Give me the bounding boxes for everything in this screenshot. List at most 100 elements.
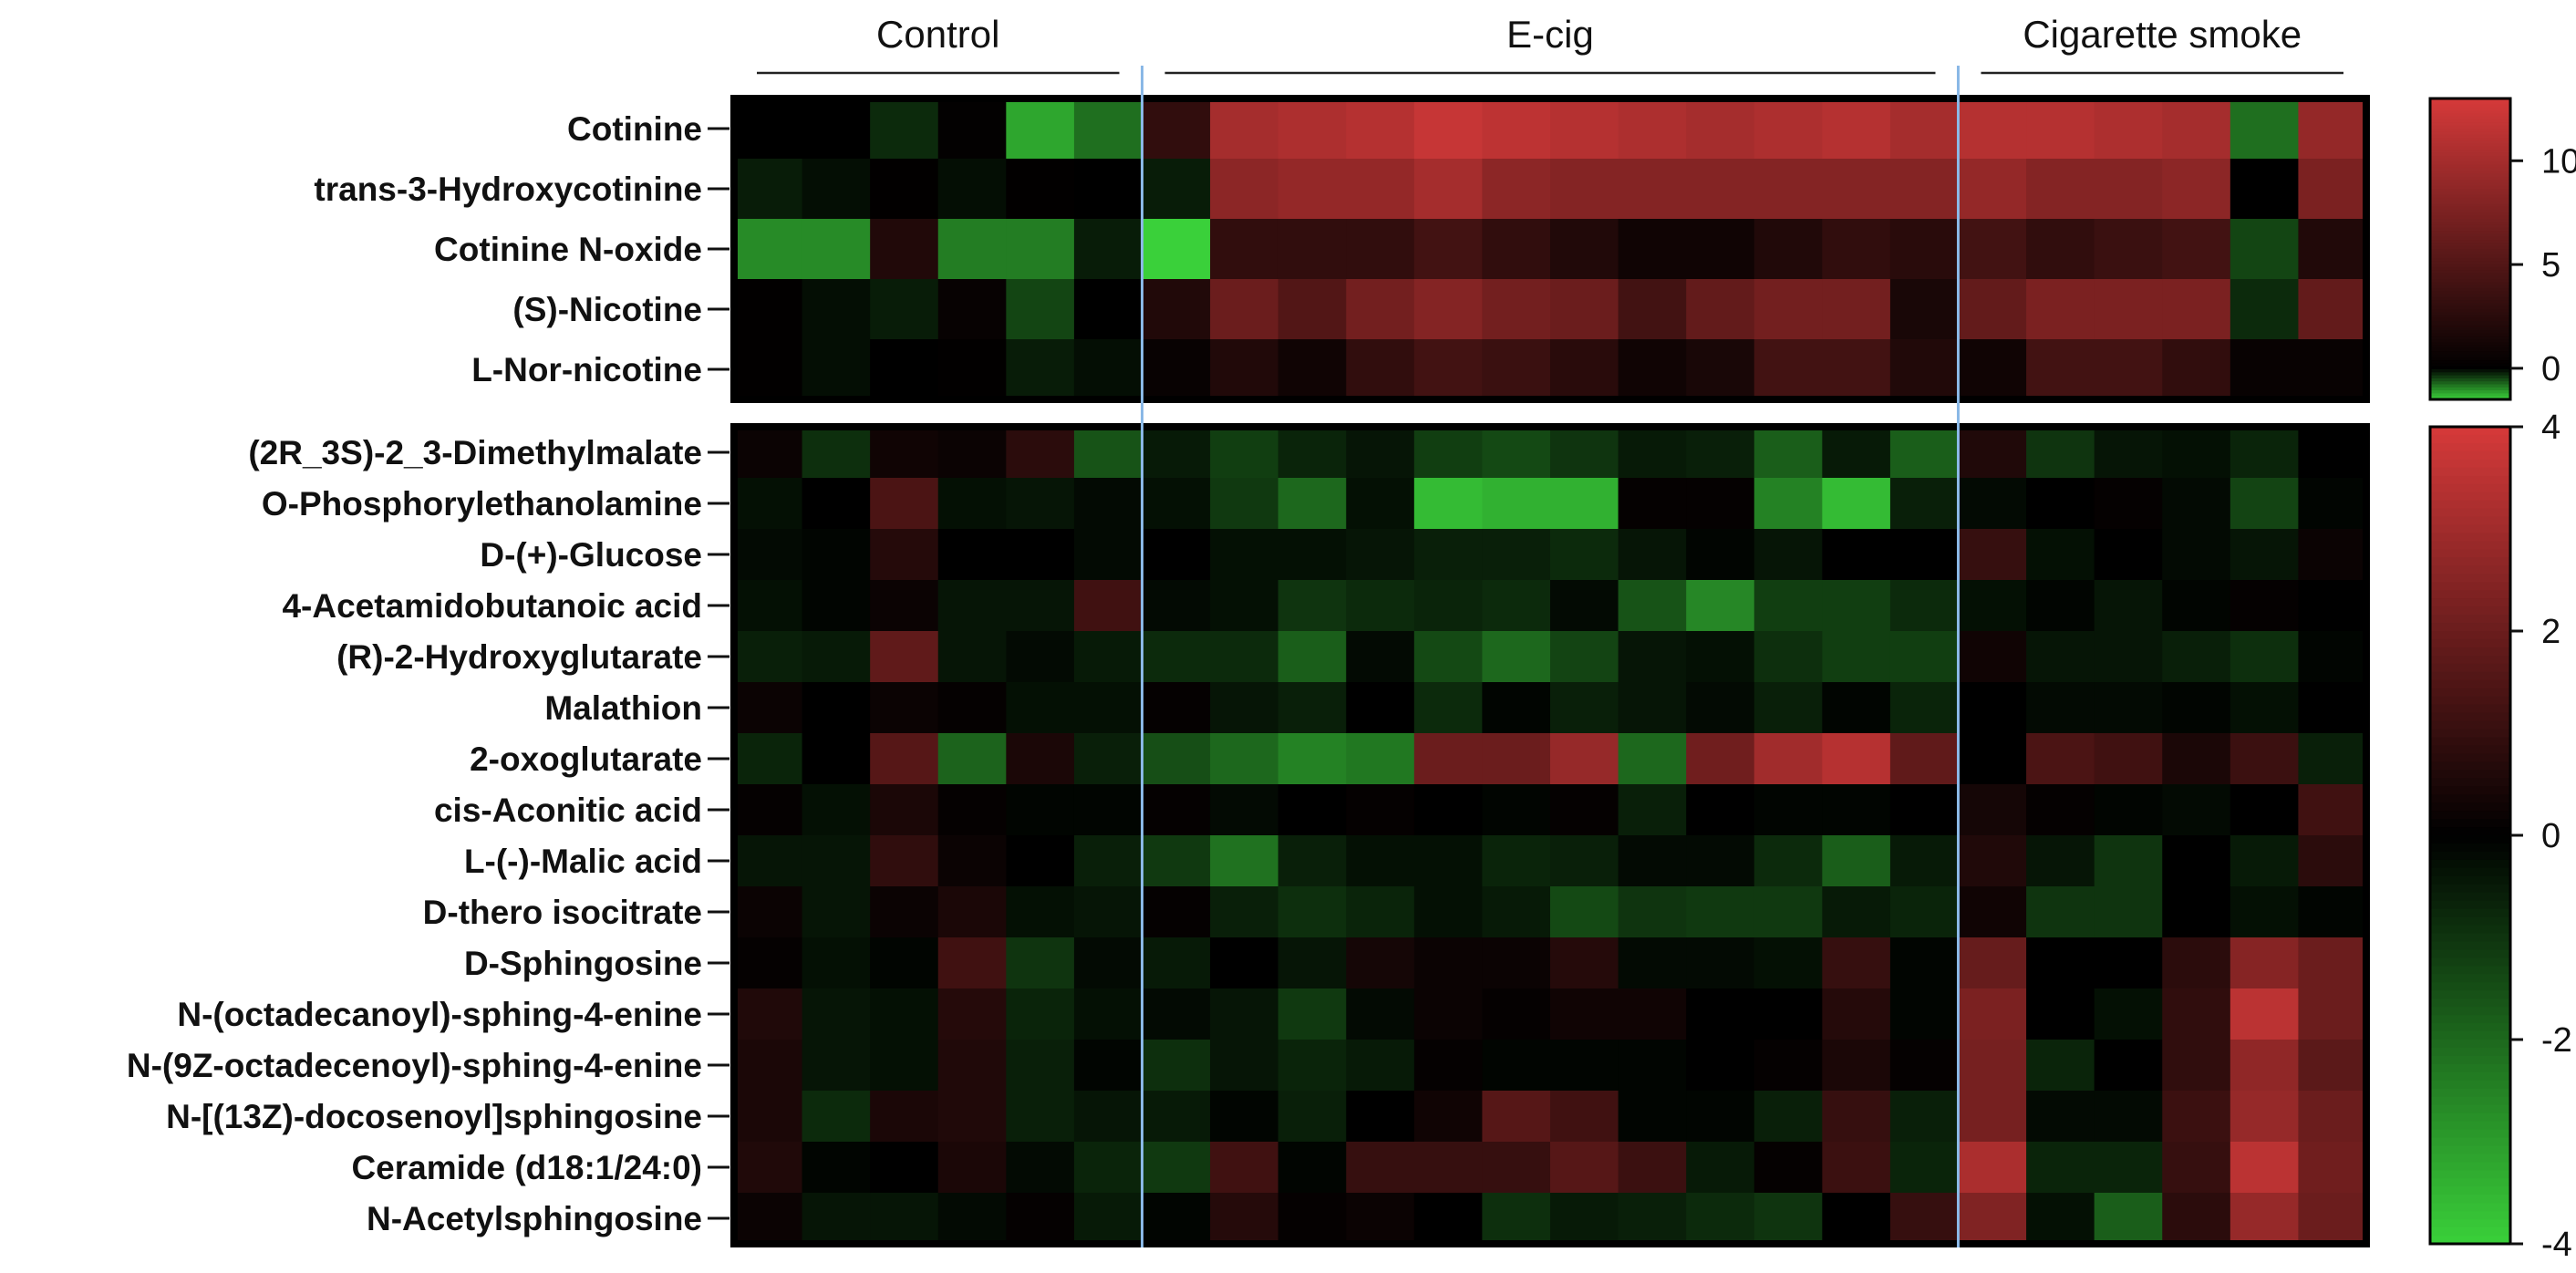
heatmap-cell (937, 279, 1007, 340)
colorbar-gradient-step (2430, 974, 2510, 983)
colorbar-gradient-step (2430, 326, 2510, 331)
heatmap-cell (1278, 159, 1347, 220)
colorbar-gradient-step (2430, 129, 2510, 132)
heatmap-cell (1889, 988, 1960, 1040)
heatmap-cell (802, 427, 871, 479)
heatmap-cell (2229, 835, 2300, 887)
colorbar-gradient-step (2430, 933, 2510, 943)
colorbar-gradient-step (2430, 598, 2510, 607)
heatmap-cell (1618, 988, 1687, 1040)
heatmap-cell (2094, 1142, 2163, 1194)
heatmap-cell (937, 1193, 1007, 1245)
heatmap-cell (1142, 886, 1211, 938)
heatmap-cell (937, 988, 1007, 1040)
heatmap-cell (1686, 682, 1755, 734)
heatmap-cell (1346, 682, 1415, 734)
heatmap-cell (734, 219, 803, 280)
heatmap-cell (1413, 1193, 1484, 1245)
heatmap-cell (1686, 733, 1755, 785)
heatmap-cell (937, 580, 1007, 632)
heatmap-cell (1210, 733, 1279, 785)
heatmap-cell (870, 631, 939, 683)
heatmap-cell (1142, 580, 1211, 632)
heatmap-cell (1346, 937, 1415, 989)
heatmap-cell (1889, 427, 1960, 479)
heatmap-cell (2026, 159, 2095, 220)
heatmap-cell (1073, 478, 1143, 530)
heatmap-cell (2229, 988, 2300, 1040)
heatmap-cell (2162, 1040, 2231, 1092)
heatmap-cell (2229, 784, 2300, 836)
heatmap-cell (1142, 1040, 1211, 1092)
heatmap-cell (802, 478, 871, 530)
colorbar-gradient-step (2430, 712, 2510, 722)
heatmap-cell (1142, 478, 1211, 530)
heatmap-cell (1278, 631, 1347, 683)
heatmap-cell (1889, 1091, 1960, 1143)
heatmap-cell (1550, 1091, 1619, 1143)
group-label: Cigarette smoke (2023, 13, 2302, 56)
colorbar-gradient-step (2430, 113, 2510, 118)
colorbar-gradient-step (2430, 990, 2510, 999)
heatmap-cell (1482, 733, 1551, 785)
heatmap-cell (1618, 835, 1687, 887)
colorbar-gradient-step (2430, 729, 2510, 739)
heatmap-cell (1618, 580, 1687, 632)
heatmap-cell (1006, 631, 1075, 683)
colorbar-gradient-step (2430, 900, 2510, 910)
colorbar-gradient-step (2430, 146, 2510, 150)
heatmap-cell (1073, 784, 1143, 836)
colorbar-gradient-step (2430, 233, 2510, 238)
heatmap-cell (1413, 529, 1484, 581)
row-label: Cotinine N-oxide (434, 231, 702, 268)
heatmap-cell (1413, 339, 1484, 400)
colorbar-gradient-step (2430, 524, 2510, 534)
colorbar-gradient-step (2430, 1203, 2510, 1212)
heatmap-cell (1278, 339, 1347, 400)
heatmap-cell (802, 784, 871, 836)
heatmap-cell (1754, 339, 1823, 400)
heatmap-cell (802, 733, 871, 785)
heatmap-cell (1889, 339, 1960, 400)
heatmap-cell (1278, 1142, 1347, 1194)
colorbar-gradient-step (2430, 638, 2510, 648)
row-label: cis-Aconitic acid (434, 792, 702, 829)
heatmap-cell (1754, 159, 1823, 220)
colorbar-gradient-step (2430, 1137, 2510, 1147)
heatmap-cell (2162, 529, 2231, 581)
colorbar-gradient-step (2430, 1080, 2510, 1090)
heatmap-cell (1142, 682, 1211, 734)
heatmap-cell (2229, 886, 2300, 938)
colorbar-gradient-step (2430, 287, 2510, 292)
heatmap-cell (1754, 1193, 1823, 1245)
heatmap-cell (1482, 1040, 1551, 1092)
heatmap-cell (1482, 580, 1551, 632)
heatmap-cell (1278, 1040, 1347, 1092)
colorbar-gradient-step (2430, 696, 2510, 706)
heatmap-cell (1346, 219, 1415, 280)
heatmap-cell (2298, 529, 2367, 581)
colorbar-gradient-step (2430, 1031, 2510, 1040)
heatmap-cell (1413, 1040, 1484, 1092)
heatmap-cell (1822, 682, 1891, 734)
heatmap-cell (937, 733, 1007, 785)
heatmap-cell (1482, 682, 1551, 734)
colorbar-gradient-step (2430, 194, 2510, 199)
colorbar-gradient-step (2430, 305, 2510, 310)
colorbar-gradient-step (2430, 270, 2510, 274)
heatmap-cell (2162, 580, 2231, 632)
colorbar-gradient-step (2430, 243, 2510, 247)
heatmap-cell (870, 1091, 939, 1143)
colorbar-gradient-step (2430, 279, 2510, 283)
heatmap-cell (2298, 159, 2367, 220)
heatmap-cell (1482, 1091, 1551, 1143)
heatmap-cell (2162, 339, 2231, 400)
heatmap-cell (1346, 1040, 1415, 1092)
heatmap-cell (1958, 1040, 2027, 1092)
colorbar-gradient-step (2430, 434, 2510, 444)
heatmap-cell (1550, 1040, 1619, 1092)
heatmap-cell (870, 682, 939, 734)
heatmap-cell (1210, 1091, 1279, 1143)
heatmap-cell (1550, 733, 1619, 785)
